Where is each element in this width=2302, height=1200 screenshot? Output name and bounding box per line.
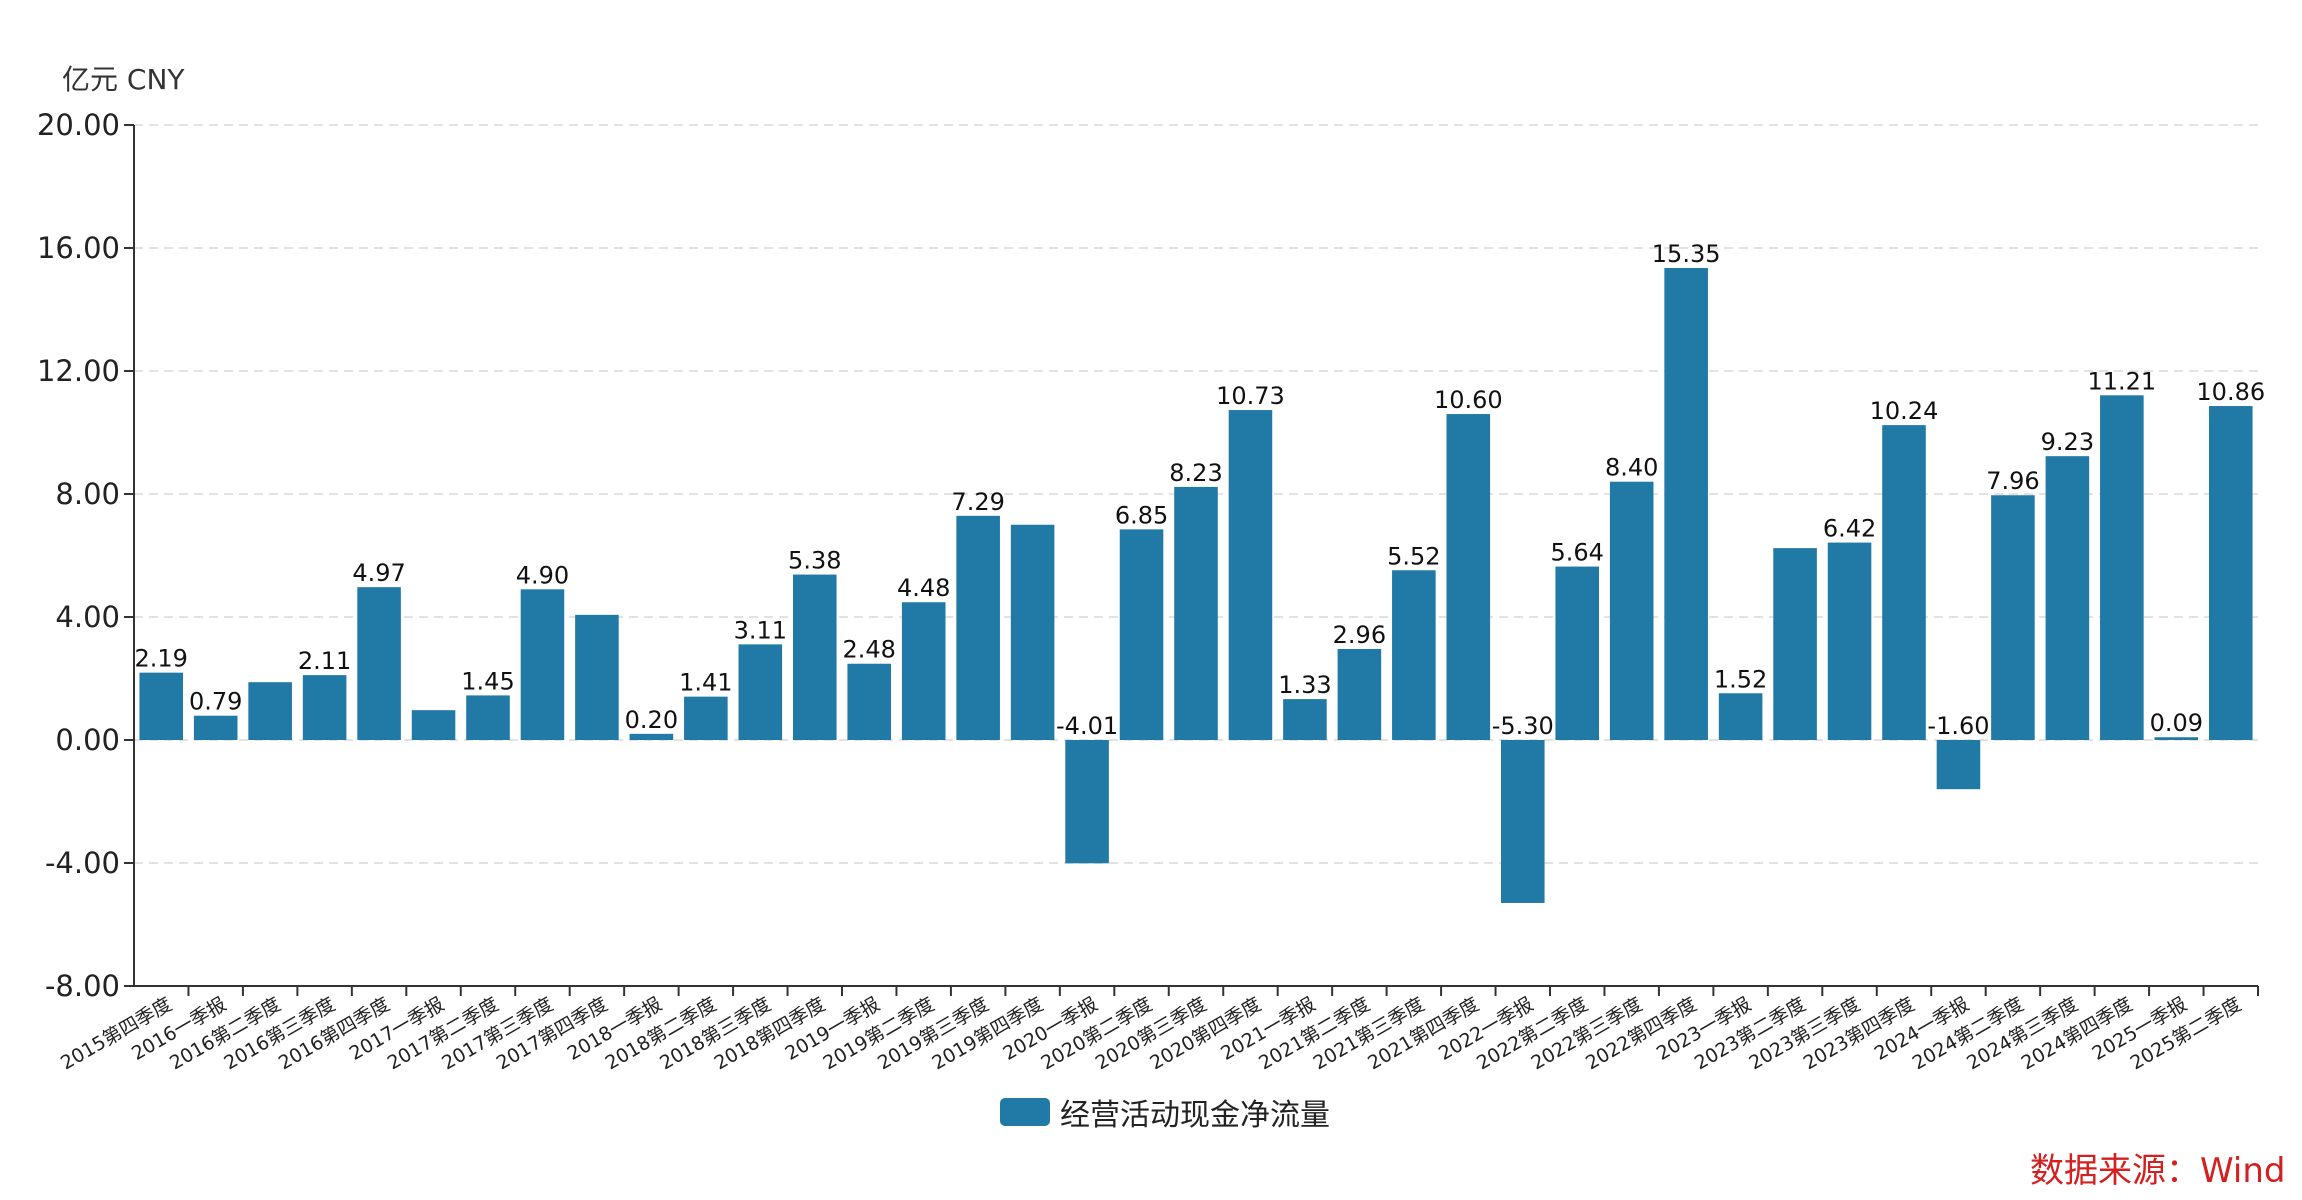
bar-value-label: 2.11 — [298, 647, 351, 675]
bar — [193, 715, 238, 740]
bar — [411, 710, 456, 740]
bar-value-label: 7.29 — [951, 488, 1004, 516]
axes — [124, 124, 2259, 996]
y-tick-label: 12.00 — [37, 354, 120, 388]
bar-value-label: 6.42 — [1823, 515, 1876, 543]
bar — [2208, 406, 2253, 740]
bar — [629, 733, 674, 740]
bar-value-label: 5.38 — [788, 547, 841, 575]
bar — [1174, 486, 1218, 740]
y-tick-label: -4.00 — [45, 846, 120, 880]
bar-value-label: 8.40 — [1605, 454, 1658, 482]
bar — [1228, 410, 1273, 740]
bar — [1500, 740, 1545, 903]
bar-value-label: 8.23 — [1169, 459, 1222, 487]
bar-value-label: 5.64 — [1551, 539, 1604, 567]
bar — [956, 515, 1000, 740]
y-tick-label: 20.00 — [37, 108, 120, 142]
bar — [1392, 570, 1436, 740]
y-tick-label: 8.00 — [55, 477, 120, 511]
bar — [1991, 495, 2035, 740]
bar-value-label: 10.86 — [2196, 378, 2265, 406]
bar — [1664, 267, 1708, 740]
bar — [1609, 481, 1654, 740]
bar-value-label: 1.52 — [1714, 665, 1767, 693]
bar-value-label: 6.85 — [1115, 501, 1168, 529]
bar — [1555, 566, 1600, 740]
bar-value-label: -1.60 — [1927, 712, 1989, 740]
bar — [901, 602, 946, 740]
bar-value-label: 4.97 — [352, 559, 405, 587]
bar — [1882, 425, 1926, 740]
bar-value-label: 11.21 — [2087, 367, 2156, 395]
bar — [1446, 414, 1491, 740]
y-tick-labels: -8.00 -4.00 0.00 4.00 8.00 12.00 16.00 20.00 — [37, 108, 120, 1003]
bar — [2154, 737, 2199, 740]
bar-value-label: 0.79 — [189, 688, 242, 716]
bar-value-label: 2.19 — [135, 645, 188, 673]
bar — [1283, 699, 1327, 740]
bars — [139, 267, 2253, 903]
bar — [302, 675, 347, 740]
bar — [792, 574, 837, 740]
bar-value-label: 1.41 — [679, 669, 732, 697]
bar-value-label: 1.45 — [461, 667, 514, 695]
bar-value-labels: 2.190.79 2.11 4.97 1.45 4.90 0.201.413.11 5.38… — [135, 240, 2266, 740]
bar — [575, 614, 619, 740]
bar-value-label: 3.11 — [734, 616, 787, 644]
bar — [1827, 542, 1872, 740]
y-axis-unit-label: 亿元 CNY — [62, 63, 185, 96]
source-label: 数据来源：Wind — [2030, 1151, 2286, 1191]
bar — [2045, 456, 2090, 740]
bar-value-label: 7.96 — [1986, 467, 2039, 495]
bar — [2100, 395, 2144, 740]
bar — [847, 663, 892, 740]
bar — [466, 695, 510, 740]
y-tick-label: -8.00 — [45, 969, 120, 1003]
bar-value-label: 10.60 — [1434, 386, 1503, 414]
bar-value-label: -5.30 — [1492, 712, 1554, 740]
bar-value-label: -4.01 — [1056, 712, 1118, 740]
bar-value-label: 2.96 — [1333, 621, 1386, 649]
bar-value-label: 15.35 — [1652, 240, 1721, 268]
bar-value-label: 0.20 — [625, 706, 678, 734]
legend-swatch — [1000, 1098, 1050, 1126]
bar-value-label: 10.73 — [1216, 382, 1285, 410]
legend[interactable]: 经营活动现金净流量 — [1000, 1092, 1330, 1133]
bar-value-label: 0.09 — [2150, 709, 2203, 737]
bar — [684, 696, 728, 740]
x-tick-labels: 2015第四季度2016一季报2016第二季度2016第三季度2016第四季度2… — [57, 993, 2245, 1074]
bar-value-label: 10.24 — [1870, 397, 1939, 425]
bar — [1119, 529, 1164, 740]
y-tick-label: 4.00 — [55, 600, 120, 634]
bar — [520, 589, 565, 740]
bar — [1718, 693, 1763, 740]
y-tick-label: 0.00 — [55, 723, 120, 757]
bar — [1773, 548, 1817, 740]
bar — [248, 682, 292, 740]
bar — [1010, 524, 1055, 740]
legend-label: 经营活动现金净流量 — [1060, 1098, 1330, 1133]
bar — [357, 587, 401, 740]
bar — [139, 672, 184, 740]
bar-value-label: 4.48 — [897, 574, 950, 602]
bar — [1936, 740, 1981, 790]
bar-value-label: 2.48 — [843, 636, 896, 664]
bar — [738, 644, 783, 740]
y-tick-label: 16.00 — [37, 231, 120, 265]
bar — [1337, 648, 1382, 740]
bar-value-label: 9.23 — [2041, 428, 2094, 456]
bar — [1065, 740, 1109, 864]
bar-value-label: 1.33 — [1278, 671, 1331, 699]
bar-value-label: 5.52 — [1387, 542, 1440, 570]
bar-value-label: 4.90 — [516, 561, 569, 589]
